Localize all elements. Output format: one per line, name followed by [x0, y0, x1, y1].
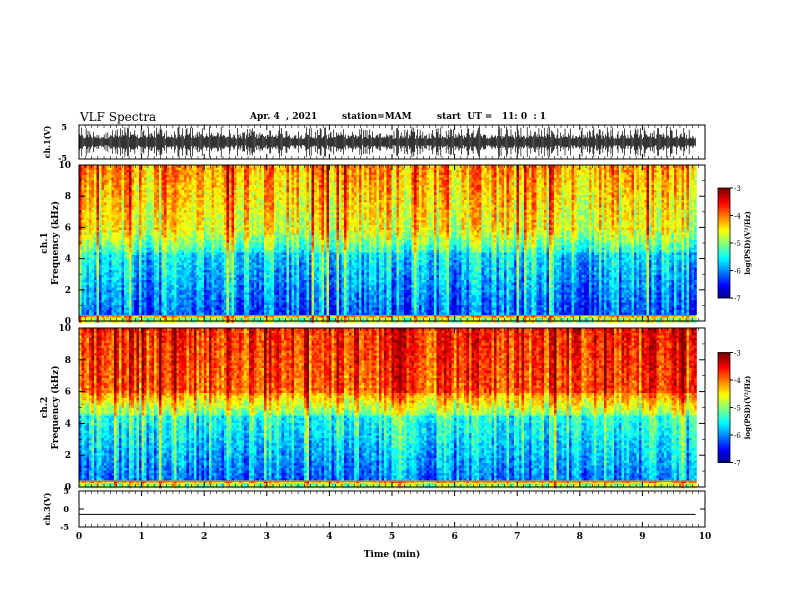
x-tick-label: 1 — [138, 532, 144, 542]
ch2-spectrogram-cells — [79, 328, 697, 488]
colorbar-tick-label: -3 — [734, 350, 741, 358]
x-tick-label: 8 — [577, 532, 583, 542]
y-tick-label: 10 — [58, 324, 71, 334]
y-tick-label: 6 — [65, 388, 71, 398]
colorbar-tick-label: -3 — [734, 185, 741, 193]
x-axis-label: Time (min) — [364, 549, 421, 560]
y-tick-label: 6 — [65, 223, 71, 233]
ch1-spectrogram-ylabel-channel: ch.1 — [40, 232, 50, 253]
colorbar-tick-label: -7 — [734, 460, 741, 468]
x-tick-label: 2 — [201, 532, 207, 542]
colorbar-tick-label: -4 — [734, 377, 741, 385]
ch1-spectrogram-ylabel-freq: Frequency (kHz) — [50, 201, 61, 285]
x-tick-label: 6 — [451, 532, 457, 542]
colorbar-tick-label: -4 — [734, 213, 741, 221]
ch2-spectrogram-colorbar-label: log(PSD)(V²/Hz) — [743, 376, 752, 440]
y-tick-label: 4 — [65, 419, 71, 429]
ch3-waveform-frame — [79, 491, 705, 527]
y-tick-label: 5 — [61, 122, 67, 132]
y-tick-label: 10 — [58, 161, 71, 171]
y-tick-label: 8 — [65, 356, 71, 366]
ch2-spectrogram-ylabel-channel: ch.2 — [40, 397, 50, 418]
y-tick-label: 5 — [63, 486, 69, 496]
x-tick-label: 9 — [639, 532, 645, 542]
x-tick-label: 0 — [76, 532, 82, 542]
y-tick-label: 8 — [65, 192, 71, 202]
ch3-waveform-ylabel: ch.3(V) — [42, 492, 52, 525]
colorbar-tick-label: -6 — [734, 432, 741, 440]
ch1-spectrogram-colorbar-label: log(PSD)(V²/Hz) — [743, 211, 752, 275]
colorbar-tick-label: -5 — [734, 405, 741, 413]
x-tick-label: 3 — [264, 532, 270, 542]
vlf-figure: 5-5ch.1(V)0246810ch.1 Frequency (kHz)-3-4… — [0, 0, 792, 612]
x-tick-label: 5 — [389, 532, 395, 542]
x-tick-label: 7 — [514, 532, 520, 542]
ch1-spectrogram-cells — [79, 165, 697, 323]
y-tick-label: 2 — [65, 451, 71, 461]
y-tick-label: -5 — [60, 522, 69, 532]
ch2-spectrogram-ylabel-freq: Frequency (kHz) — [50, 365, 61, 449]
colorbar-tick-label: -7 — [734, 295, 741, 303]
ch2-spectrogram-colorbar — [718, 353, 730, 463]
y-tick-label: 2 — [65, 286, 71, 296]
x-tick-label: 10 — [699, 532, 712, 542]
x-tick-label: 4 — [326, 532, 332, 542]
colorbar-tick-label: -5 — [734, 240, 741, 248]
ch1-waveform-trace — [79, 127, 696, 158]
ch1-spectrogram-colorbar — [718, 188, 730, 298]
y-tick-label: 4 — [65, 255, 71, 265]
y-tick-label: 0 — [63, 504, 69, 514]
ch1-waveform-ylabel: ch.1(V) — [42, 125, 52, 158]
colorbar-tick-label: -6 — [734, 268, 741, 276]
